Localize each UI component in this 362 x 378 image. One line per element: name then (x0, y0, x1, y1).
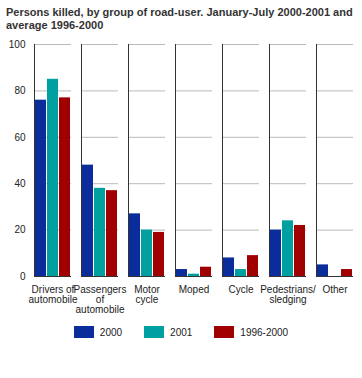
svg-text:Drivers ofautomobile: Drivers ofautomobile (29, 284, 78, 305)
html-text:1996-2000: 1996-2000 (240, 326, 289, 338)
html-text:2000: 2000 (99, 326, 123, 338)
svg-text:20: 20 (14, 224, 26, 235)
svg-text:Pedestrians/sledging: Pedestrians/sledging (260, 284, 316, 305)
svg-text:Passengersofautomobile: Passengersofautomobile (74, 284, 127, 315)
svg-text:Motorcycle: Motorcycle (134, 284, 160, 305)
svg-text:60: 60 (14, 132, 26, 143)
svg-text:100: 100 (9, 39, 26, 50)
svg-text:Cycle: Cycle (228, 284, 253, 295)
svg-text:40: 40 (14, 178, 26, 189)
svg-text:Other: Other (322, 284, 348, 295)
svg-text:80: 80 (14, 85, 26, 96)
html-text:Persons killed, by group of ro: Persons killed, by group of road-user. J… (6, 6, 353, 31)
html-text:2001: 2001 (170, 326, 193, 338)
svg-text:0: 0 (20, 271, 26, 282)
svg-text:Moped: Moped (179, 284, 210, 295)
